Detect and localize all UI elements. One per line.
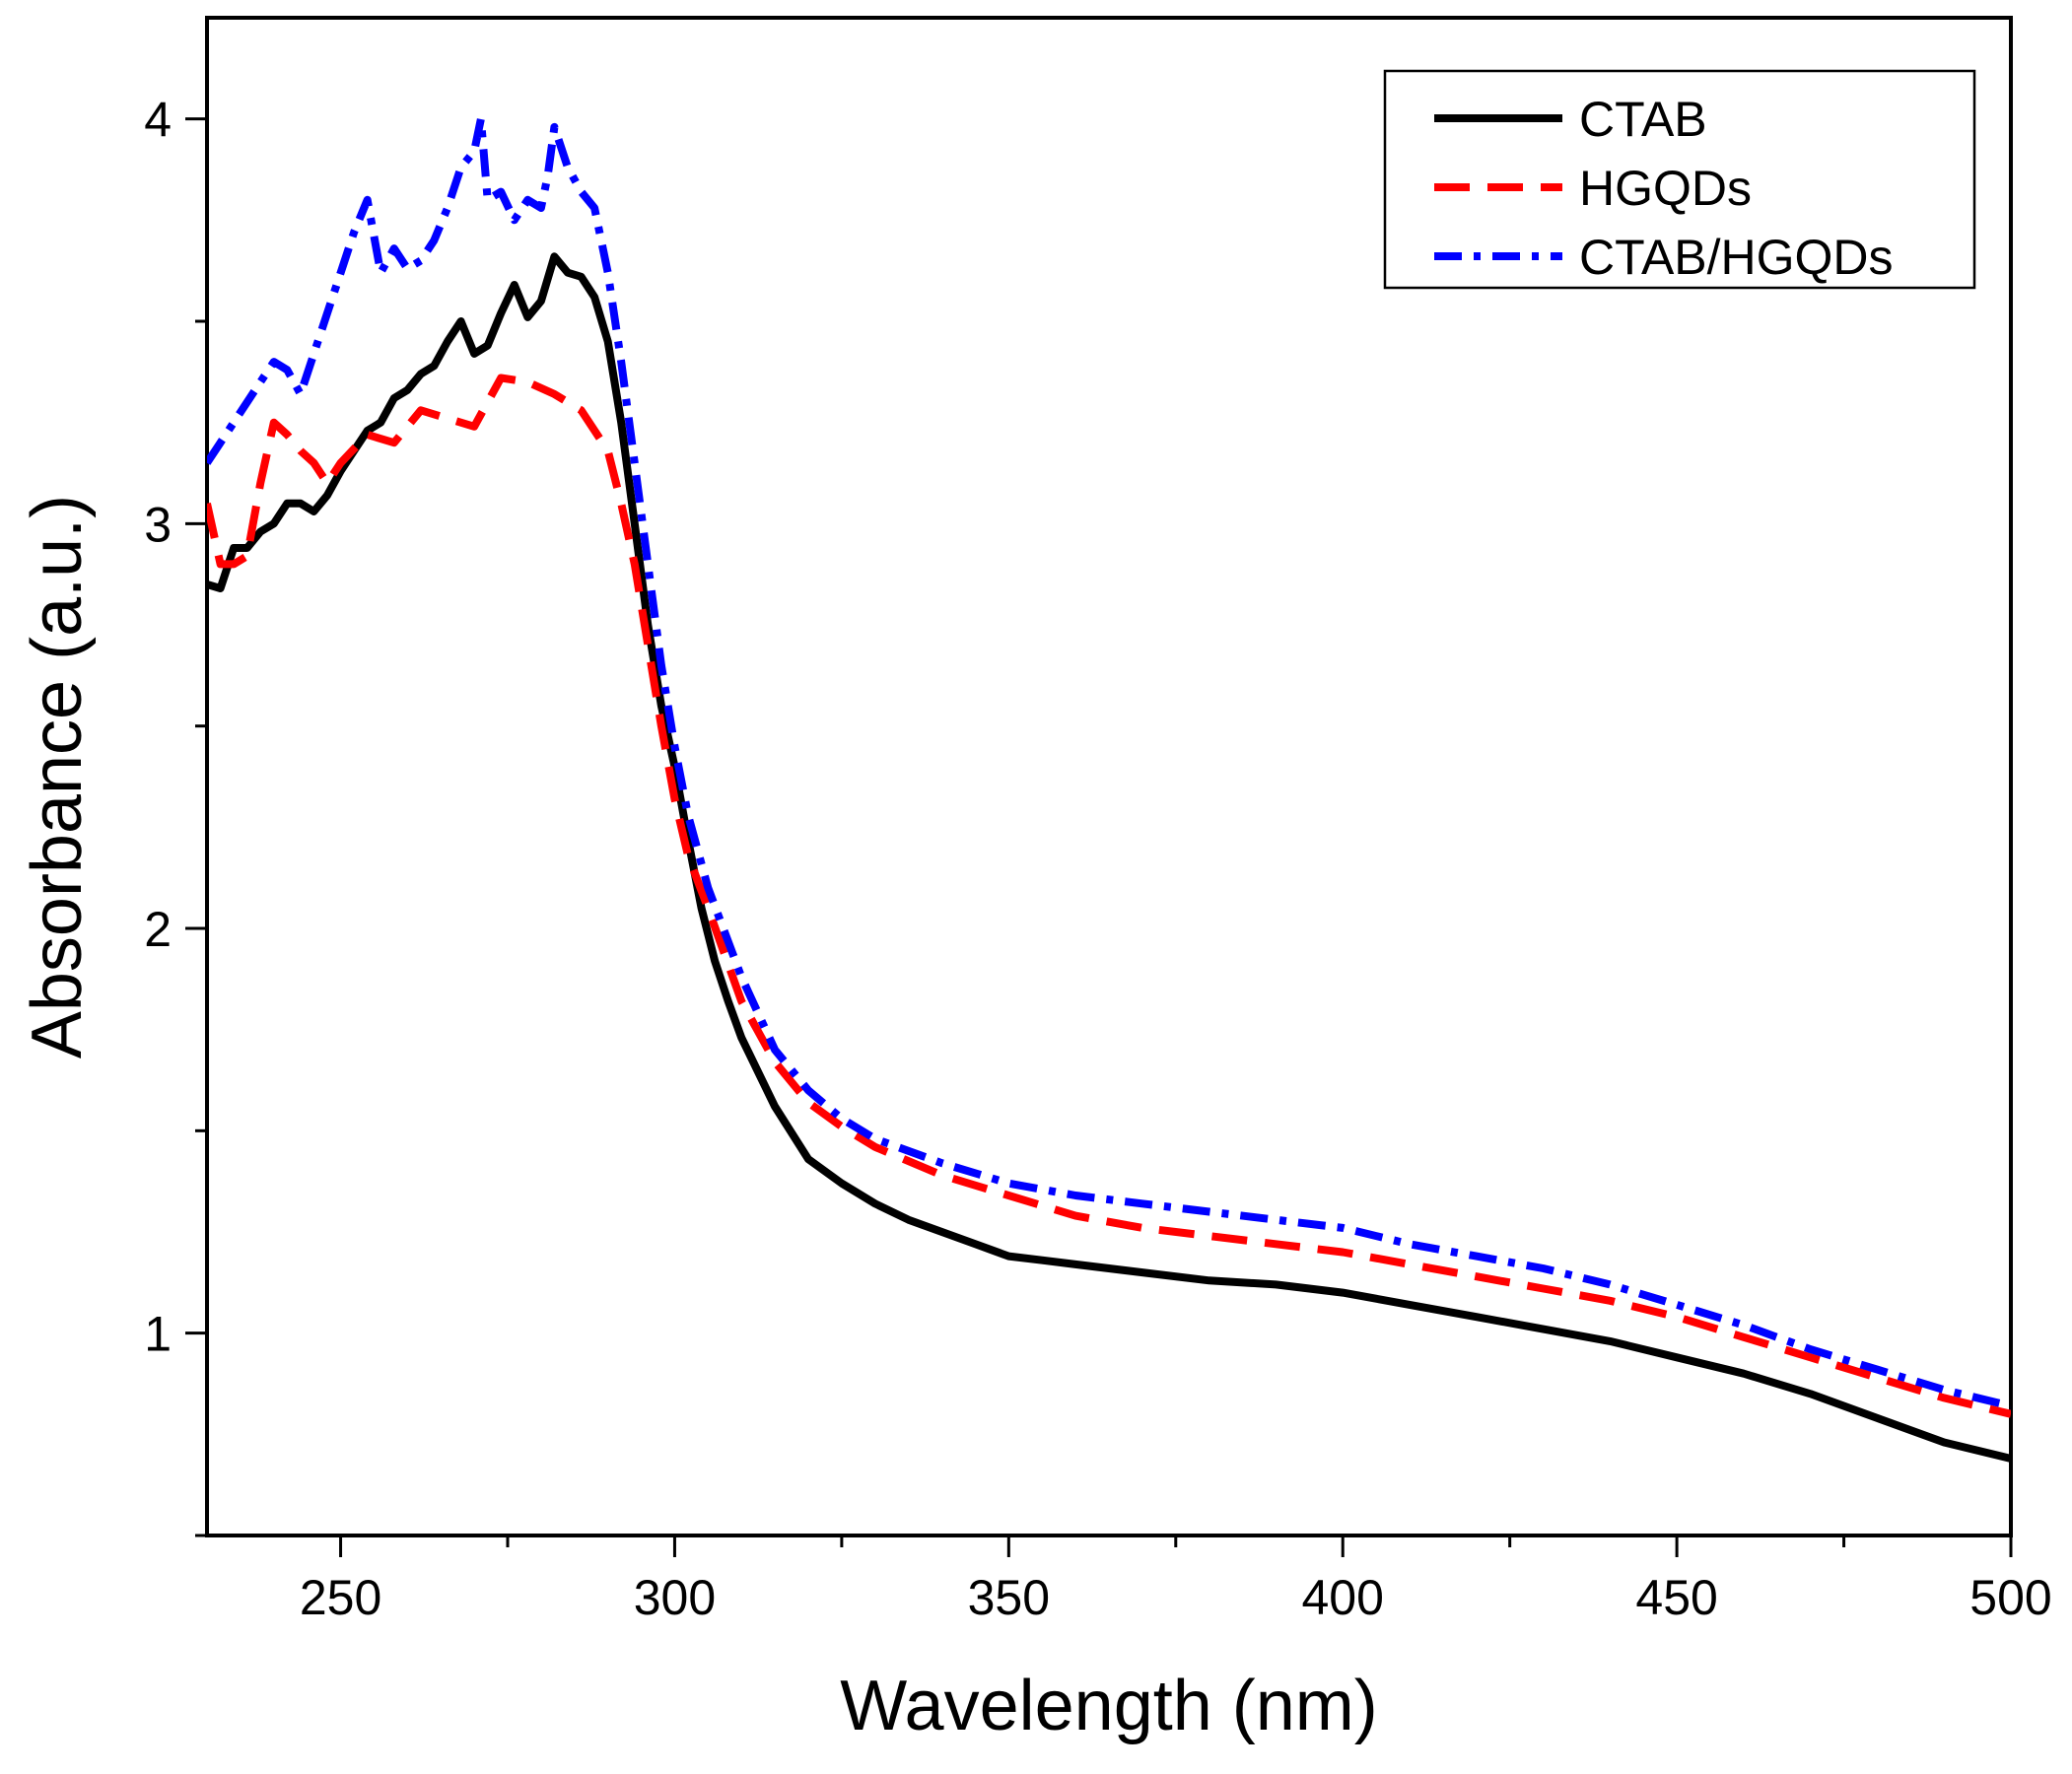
x-tick-label: 450 <box>1635 1570 1717 1625</box>
legend-box <box>1383 69 1976 290</box>
x-axis-ticks: 250 300 350 400 450 500 <box>300 1535 2052 1625</box>
legend: CTAB HGQDs CTAB/HGQDs <box>1383 69 1976 290</box>
series-line-hgqds <box>207 374 2011 1418</box>
y-tick-label: 4 <box>144 93 172 148</box>
x-tick-label: 350 <box>968 1570 1050 1625</box>
y-tick-label: 2 <box>144 902 172 957</box>
y-axis-ticks: 1 2 3 4 <box>144 93 207 1537</box>
x-tick-label: 400 <box>1302 1570 1384 1625</box>
legend-label: HGQDs <box>1579 161 1752 216</box>
series-layer <box>207 114 2011 1463</box>
y-tick-label: 1 <box>144 1307 172 1362</box>
x-tick-label: 500 <box>1969 1570 2051 1625</box>
legend-label: CTAB/HGQDs <box>1579 230 1894 285</box>
series-line-ctab-hgqds <box>207 114 2011 1410</box>
legend-label: CTAB <box>1579 92 1707 147</box>
y-tick-label: 3 <box>144 497 172 552</box>
y-axis-title: Absorbance (a.u.) <box>18 495 97 1058</box>
x-tick-label: 300 <box>634 1570 716 1625</box>
x-tick-label: 250 <box>300 1570 381 1625</box>
plot-frame <box>205 16 2013 1537</box>
x-axis-title: Wavelength (nm) <box>840 1667 1378 1745</box>
series-line-ctab <box>207 252 2011 1463</box>
